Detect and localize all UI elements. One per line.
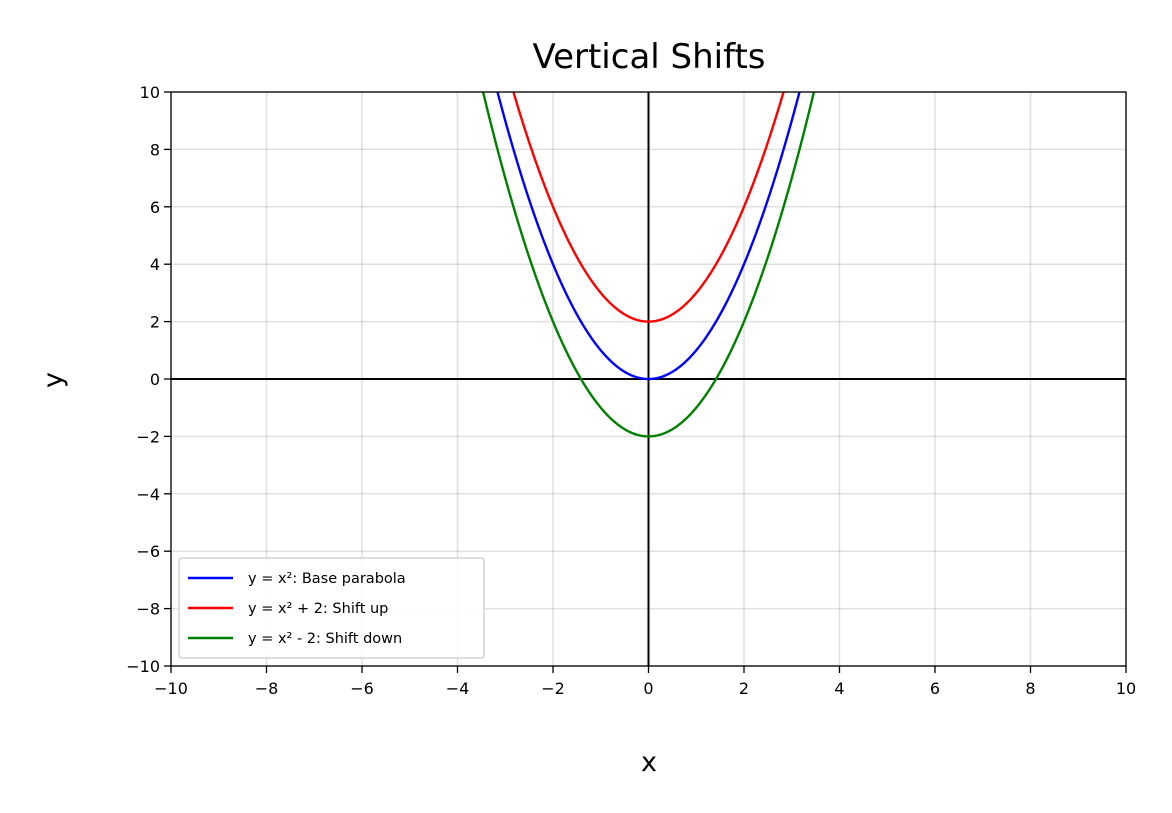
x-tick-label: 0 <box>643 679 653 698</box>
y-tick-label: 4 <box>150 255 160 274</box>
x-tick-label: −2 <box>541 679 565 698</box>
x-axis-ticks: −10 −8 −6 −4 −2 0 2 4 6 8 10 <box>154 666 1136 698</box>
x-tick-label: 6 <box>930 679 940 698</box>
x-tick-label: −4 <box>446 679 470 698</box>
x-tick-label: 8 <box>1025 679 1035 698</box>
series-lines <box>481 91 816 438</box>
x-tick-label: −8 <box>255 679 279 698</box>
x-tick-label: −10 <box>154 679 188 698</box>
x-tick-label: 2 <box>739 679 749 698</box>
x-tick-label: 4 <box>834 679 844 698</box>
legend-entry-label: y = x² - 2: Shift down <box>248 631 402 647</box>
series-line-2 <box>512 91 785 323</box>
y-tick-label: −8 <box>136 600 160 619</box>
y-tick-label: −2 <box>136 427 160 446</box>
x-tick-label: 10 <box>1116 679 1136 698</box>
series-line-3 <box>481 91 816 438</box>
legend-box <box>178 557 485 659</box>
chart-title: Vertical Shifts <box>532 37 765 77</box>
y-tick-label: −10 <box>126 657 160 676</box>
x-axis-label: x <box>641 747 657 778</box>
series-line-1 <box>496 91 801 381</box>
y-tick-label: 6 <box>150 198 160 217</box>
y-tick-label: 8 <box>150 140 160 159</box>
y-tick-label: 2 <box>150 313 160 332</box>
legend-entry-label: y = x² + 2: Shift up <box>248 601 388 617</box>
x-tick-label: −6 <box>350 679 374 698</box>
y-tick-label: 10 <box>140 83 160 102</box>
y-axis-ticks: −10 −8 −6 −4 −2 0 2 4 6 8 10 <box>126 83 171 676</box>
y-tick-label: 0 <box>150 370 160 389</box>
legend: y = x²: Base parabola y = x² + 2: Shift u… <box>178 557 485 659</box>
y-tick-label: −4 <box>136 485 160 504</box>
legend-entry-label: y = x²: Base parabola <box>248 571 406 587</box>
y-axis-label: y <box>38 372 69 388</box>
y-tick-label: −6 <box>136 542 160 561</box>
